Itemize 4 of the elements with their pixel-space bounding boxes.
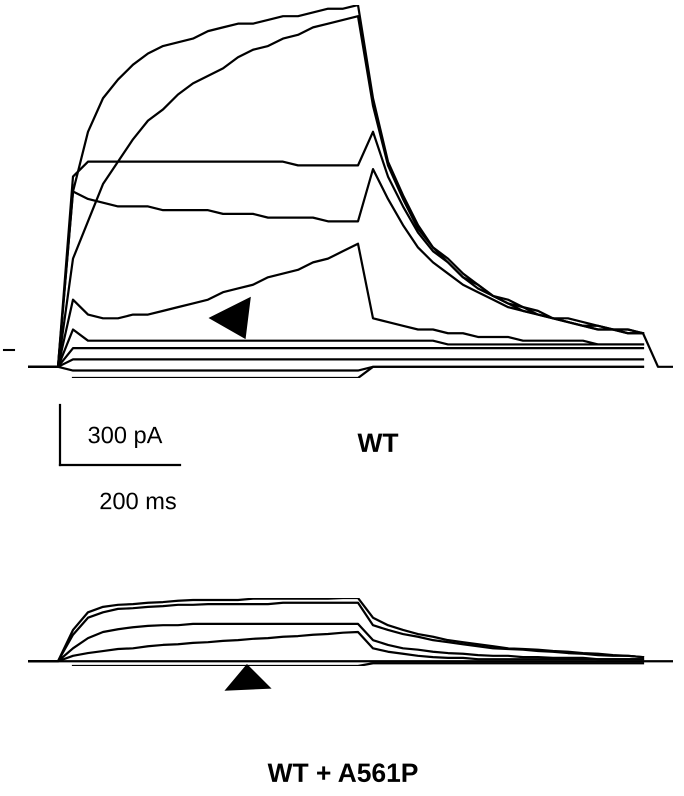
text: WT bbox=[358, 434, 398, 452]
text: 200 ms bbox=[100, 492, 176, 510]
text: WT + A561P bbox=[268, 763, 418, 782]
text: 300 pA bbox=[88, 426, 162, 448]
